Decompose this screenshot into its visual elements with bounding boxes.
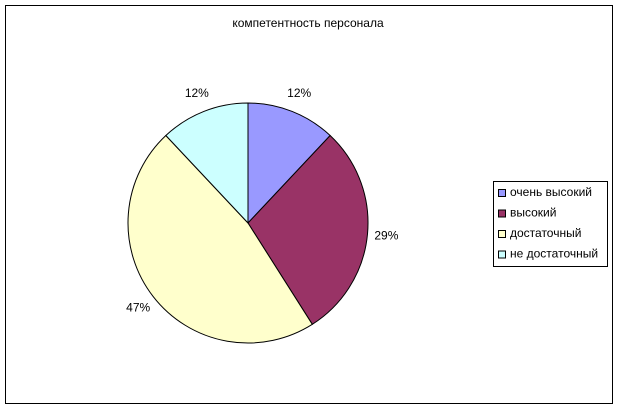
- data-label: 47%: [126, 300, 150, 314]
- chart-title: компетентность персонала: [232, 16, 384, 30]
- data-label: 12%: [287, 86, 311, 100]
- legend-swatch: [498, 250, 506, 259]
- legend-label: не достаточный: [510, 247, 598, 261]
- legend-label: высокий: [510, 206, 556, 220]
- pie-slice: [247, 102, 331, 225]
- legend-label: достаточный: [510, 226, 581, 240]
- legend-swatch: [498, 230, 506, 238]
- legend-box: [493, 181, 608, 267]
- pie-slice: [127, 134, 313, 344]
- legend-label: очень высокий: [510, 185, 592, 199]
- legend-swatch: [498, 189, 506, 197]
- pie-slice: [165, 102, 249, 225]
- legend-swatch: [498, 209, 506, 218]
- data-label: 29%: [374, 228, 398, 242]
- data-label: 12%: [185, 86, 209, 100]
- pie-slice: [247, 134, 369, 326]
